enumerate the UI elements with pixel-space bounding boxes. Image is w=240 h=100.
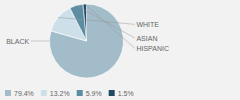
legend-label: 5.9% bbox=[86, 90, 102, 97]
leader-line bbox=[31, 41, 50, 42]
leader-line bbox=[58, 17, 135, 24]
leader-line bbox=[76, 5, 135, 38]
slice-label: HISPANIC bbox=[136, 45, 169, 52]
pie bbox=[50, 4, 124, 78]
leader-lines bbox=[31, 4, 135, 48]
legend: 79.4% 13.2% 5.9% 1.5% bbox=[5, 90, 134, 97]
legend-label: 1.5% bbox=[118, 90, 134, 97]
legend-swatch bbox=[77, 90, 83, 96]
legend-swatch bbox=[5, 90, 11, 96]
legend-swatch bbox=[109, 90, 115, 96]
slice-label: WHITE bbox=[136, 21, 159, 28]
legend-swatch bbox=[41, 90, 47, 96]
leader-line bbox=[85, 4, 135, 48]
slice-label: ASIAN bbox=[136, 35, 157, 42]
legend-label: 13.2% bbox=[50, 90, 70, 97]
chart: BLACK WHITE ASIAN HISPANIC 79.4% 13.2% 5.9% 1.5… bbox=[0, 0, 240, 100]
pie-slice bbox=[50, 4, 124, 78]
legend-label: 79.4% bbox=[14, 90, 34, 97]
slice-label: BLACK bbox=[6, 38, 29, 45]
